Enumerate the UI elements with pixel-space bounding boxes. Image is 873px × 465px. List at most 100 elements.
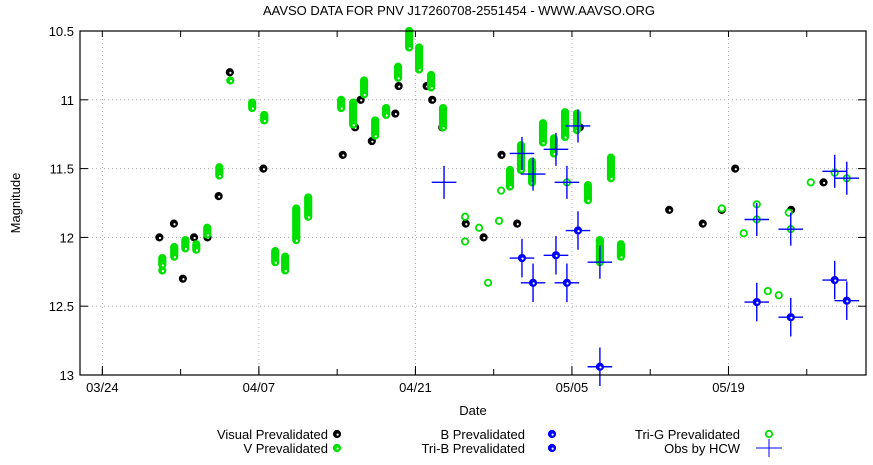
v-point-center — [430, 86, 433, 90]
legend-label: Tri-G Prevalidated — [635, 427, 740, 442]
legend-label: V Prevalidated — [243, 441, 328, 456]
v-point-center — [620, 256, 623, 259]
v-point-center — [161, 264, 164, 267]
trig-point — [483, 278, 493, 287]
series-v-prevalidated — [158, 26, 626, 275]
data-point-center — [342, 154, 345, 157]
series-tri-g-prevalidated — [460, 168, 851, 300]
v-point-center — [352, 124, 355, 127]
v-point-center — [587, 199, 590, 202]
data-point-center — [193, 236, 196, 240]
b-point-center — [790, 316, 793, 319]
y-tick-label: 13 — [60, 368, 74, 383]
v-point-center — [229, 80, 232, 83]
x-tick-label: 03/24 — [86, 380, 119, 395]
legend-marker-icon-center — [551, 447, 554, 450]
v-point-center — [418, 69, 421, 72]
v-point-center — [397, 77, 400, 80]
legend-marker-icon-center — [551, 433, 554, 436]
v-point-center — [553, 152, 556, 156]
v-point-center — [173, 256, 176, 259]
v-point-center — [161, 269, 164, 273]
legend-marker-icon-center — [336, 433, 339, 436]
legend-marker-icon-center — [336, 447, 339, 450]
x-tick-label: 05/05 — [556, 380, 589, 395]
v-point-center — [509, 185, 512, 189]
b-point-center — [521, 257, 524, 260]
y-tick-label: 11 — [61, 93, 75, 108]
data-point-center — [702, 223, 705, 226]
legend-label: Visual Prevalidated — [217, 427, 328, 442]
data-point-center — [483, 236, 486, 240]
b-point-center — [756, 301, 759, 304]
chart-title: AAVSO DATA FOR PNV J17260708-2551454 - W… — [263, 3, 655, 18]
v-point-center — [251, 107, 254, 110]
data-point-center — [158, 236, 162, 240]
data-point-center — [262, 168, 266, 171]
v-point-center — [263, 119, 266, 123]
x-tick-label: 04/07 — [243, 380, 276, 395]
v-point-center — [610, 177, 613, 180]
trig-point — [460, 237, 470, 246]
legend-entry: Tri-B Prevalidated — [421, 441, 557, 456]
trig-point — [763, 286, 772, 296]
series-b-prevalidated — [509, 211, 860, 387]
x-axis-label: Date — [459, 403, 486, 418]
b-point-center — [846, 300, 849, 303]
trig-point — [806, 178, 815, 187]
v-point-center — [340, 107, 343, 110]
legend-label: B Prevalidated — [440, 427, 525, 442]
v-point-center — [363, 93, 366, 96]
y-tick-label: 12 — [60, 230, 74, 245]
y-tick-label: 10.5 — [49, 24, 74, 39]
v-point-center — [295, 239, 298, 242]
data-point-center — [182, 278, 185, 281]
trig-point — [496, 186, 506, 195]
trig-point — [494, 216, 504, 225]
data-point-center — [734, 168, 737, 171]
v-point-center — [307, 216, 310, 219]
v-point-center — [284, 269, 287, 273]
data-point-center — [229, 71, 232, 74]
trig-point — [460, 212, 470, 221]
data-point-center — [516, 223, 519, 226]
data-point-center — [394, 113, 397, 116]
plot-frame — [79, 30, 867, 376]
v-point-center — [274, 261, 277, 264]
data-point-center — [465, 223, 468, 226]
data-point-center — [360, 99, 363, 102]
v-point-center — [564, 136, 567, 139]
series-visual-prevalidated — [155, 68, 828, 283]
legend-label: Tri-B Prevalidated — [421, 441, 525, 456]
trig-point — [474, 223, 484, 232]
legend-entry: Tri-G Prevalidated — [635, 427, 774, 442]
trig-point — [739, 229, 748, 238]
v-point-center — [374, 135, 377, 138]
b-point-center — [532, 282, 535, 285]
data-point-center — [398, 85, 401, 88]
v-point-center — [184, 247, 188, 251]
v-point-center — [408, 47, 411, 50]
data-point-center — [371, 140, 374, 143]
data-point-center — [668, 209, 671, 212]
legend-marker-icon — [764, 429, 774, 439]
legend-entry: Visual Prevalidated — [217, 427, 342, 442]
trig-point — [774, 291, 783, 300]
b-point-center — [555, 254, 558, 257]
v-point-center — [385, 114, 388, 117]
legend-label: Obs by HCW — [664, 441, 741, 456]
x-tick-label: 05/19 — [712, 380, 745, 395]
y-axis-label: Magnitude — [8, 173, 23, 234]
b-point-center — [834, 279, 837, 282]
b-point-center — [566, 282, 569, 285]
data-point-center — [501, 154, 504, 157]
b-point-center — [577, 230, 580, 233]
legend-entry: V Prevalidated — [243, 441, 342, 456]
v-point-center — [520, 169, 523, 172]
x-tick-label: 04/21 — [399, 380, 432, 395]
series-obs-by-hcw — [431, 109, 860, 279]
data-point-center — [431, 99, 434, 102]
v-point-center — [542, 141, 545, 145]
data-point-center — [823, 181, 826, 185]
v-point-center — [442, 126, 445, 130]
